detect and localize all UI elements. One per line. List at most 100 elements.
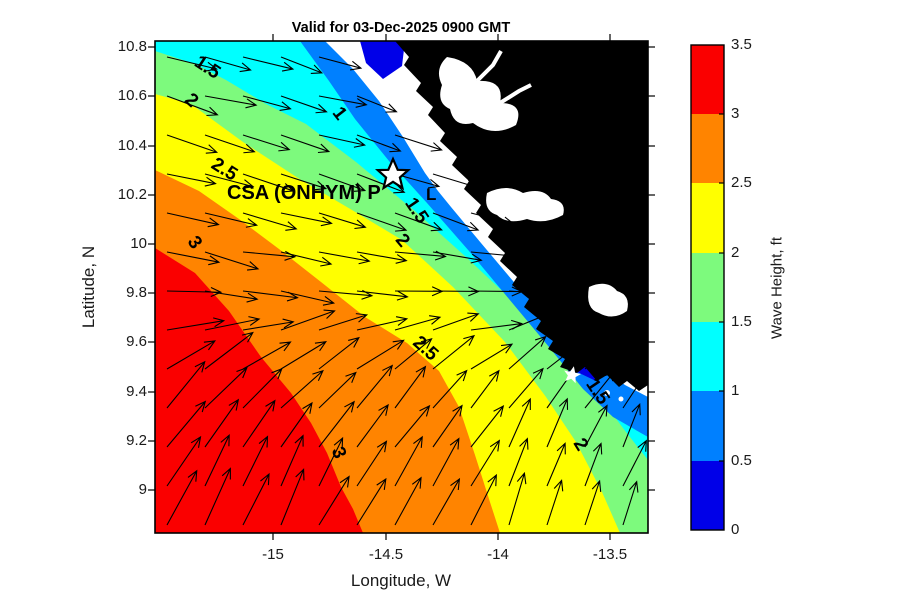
wave-direction-arrow [470, 405, 505, 448]
wave-direction-arrow [204, 434, 230, 487]
estuary-south [588, 283, 628, 317]
y-tick-label: 10.4 [117, 137, 147, 154]
wave-direction-arrow [394, 337, 433, 370]
wave-direction-arrow [356, 290, 409, 301]
wave-direction-arrow [470, 369, 500, 409]
wave-direction-arrow [166, 56, 218, 72]
quiver-field [166, 56, 648, 526]
wave-direction-arrow [508, 397, 531, 448]
wave-direction-arrow [318, 371, 357, 409]
wave-direction-arrow [166, 251, 221, 266]
wave-direction-arrow [280, 134, 331, 154]
wave-direction-arrow [622, 402, 641, 448]
colorbar-band [691, 461, 724, 530]
x-tick-label: -15 [262, 546, 284, 563]
colorbar-tick-label: 1 [731, 382, 740, 399]
wave-direction-arrow [166, 469, 198, 526]
x-tick-label: -13.5 [592, 546, 628, 563]
colorbar-band [691, 114, 724, 183]
wave-direction-arrow [622, 480, 639, 526]
y-tick-label: 9 [138, 481, 147, 498]
wave-direction-arrow [546, 479, 564, 526]
colorbar-band [691, 183, 724, 253]
colorbar-band [691, 322, 724, 391]
colorbar-band [691, 253, 724, 322]
wave-direction-arrow [584, 336, 622, 370]
wave-direction-arrow [280, 290, 336, 306]
wave-direction-arrow [242, 212, 298, 231]
wave-direction-arrow [204, 134, 256, 154]
y-tick-label: 10.8 [117, 38, 147, 55]
wave-direction-arrow [546, 397, 569, 448]
wave-direction-arrow [204, 398, 240, 448]
wave-direction-arrow [432, 477, 461, 526]
y-tick-label: 10 [130, 235, 147, 252]
wave-direction-arrow [432, 173, 478, 190]
wave-direction-arrow [432, 404, 463, 448]
wave-direction-arrow [470, 473, 497, 526]
wave-direction-arrow [318, 134, 366, 148]
wave-direction-arrow [584, 369, 617, 409]
wave-direction-arrow [242, 250, 297, 261]
wave-direction-arrow [318, 95, 368, 108]
wave-direction-arrow [584, 442, 603, 487]
wave-direction-arrow [280, 468, 305, 526]
wave-direction-arrow [432, 334, 476, 370]
wave-direction-arrow [242, 56, 295, 72]
wave-direction-arrow [318, 251, 371, 265]
wave-direction-arrow [622, 439, 647, 487]
x-tick-label: -14.5 [368, 546, 404, 563]
wave-direction-arrow [242, 173, 295, 193]
wave-direction-arrow [204, 173, 255, 189]
wave-direction-arrow [470, 343, 514, 370]
estuary-north-branches [475, 50, 532, 105]
wave-direction-arrow [432, 369, 468, 409]
wave-direction-arrow [318, 475, 350, 526]
station-star2-icon [564, 366, 581, 384]
wave-direction-arrow [166, 360, 206, 409]
wave-direction-arrow [508, 437, 529, 487]
wave-direction-arrow [584, 479, 602, 526]
estuary-north [438, 57, 519, 132]
wave-direction-arrow [318, 436, 344, 487]
colorbar-band [691, 45, 724, 114]
wave-direction-arrow [280, 173, 328, 191]
x-axis-label: Longitude, W [350, 571, 452, 590]
wave-direction-arrow [356, 364, 394, 409]
wave-direction-arrow [432, 212, 480, 232]
wave-direction-arrow [166, 134, 219, 154]
colorbar-border [690, 44, 725, 531]
wave-direction-arrow [204, 212, 259, 228]
station-label: CSA (ONHYM) P [227, 182, 381, 204]
wave-direction-arrow [356, 134, 402, 153]
wave-direction-arrow [242, 318, 295, 331]
wave-direction-arrow [546, 311, 593, 331]
colorbar-tick-label: 1.5 [731, 313, 752, 330]
wave-direction-arrow [280, 95, 328, 114]
wave-direction-arrow [432, 251, 483, 264]
wave-direction-arrow [166, 400, 207, 448]
wave-direction-arrow [204, 467, 231, 526]
wave-direction-arrow [280, 56, 324, 74]
y-tick-label: 10.6 [117, 87, 147, 104]
colorbar-tick-label: 3 [731, 105, 740, 122]
wave-direction-arrow [356, 403, 389, 448]
wave-direction-arrow [546, 442, 566, 487]
wave-direction-arrow [204, 331, 254, 370]
wave-direction-arrow [508, 311, 554, 331]
contour-patch-0-0p5-a [360, 41, 405, 79]
wave-direction-arrow [166, 435, 202, 487]
wave-direction-arrow [356, 440, 388, 487]
colorbar-tick-label: 2 [731, 244, 740, 261]
wave-direction-arrow [204, 316, 261, 331]
wave-direction-arrow [432, 437, 460, 487]
wave-direction-arrow [242, 95, 292, 111]
wave-direction-arrow [470, 439, 501, 487]
plot-border [154, 40, 649, 534]
wave-direction-arrow [356, 316, 409, 331]
wave-direction-arrow [318, 313, 369, 331]
wave-direction-arrow [508, 287, 555, 298]
colorbar-tick-label: 2.5 [731, 174, 752, 191]
y-tick-label: 9.8 [126, 284, 147, 301]
coastal-islet [618, 396, 624, 402]
